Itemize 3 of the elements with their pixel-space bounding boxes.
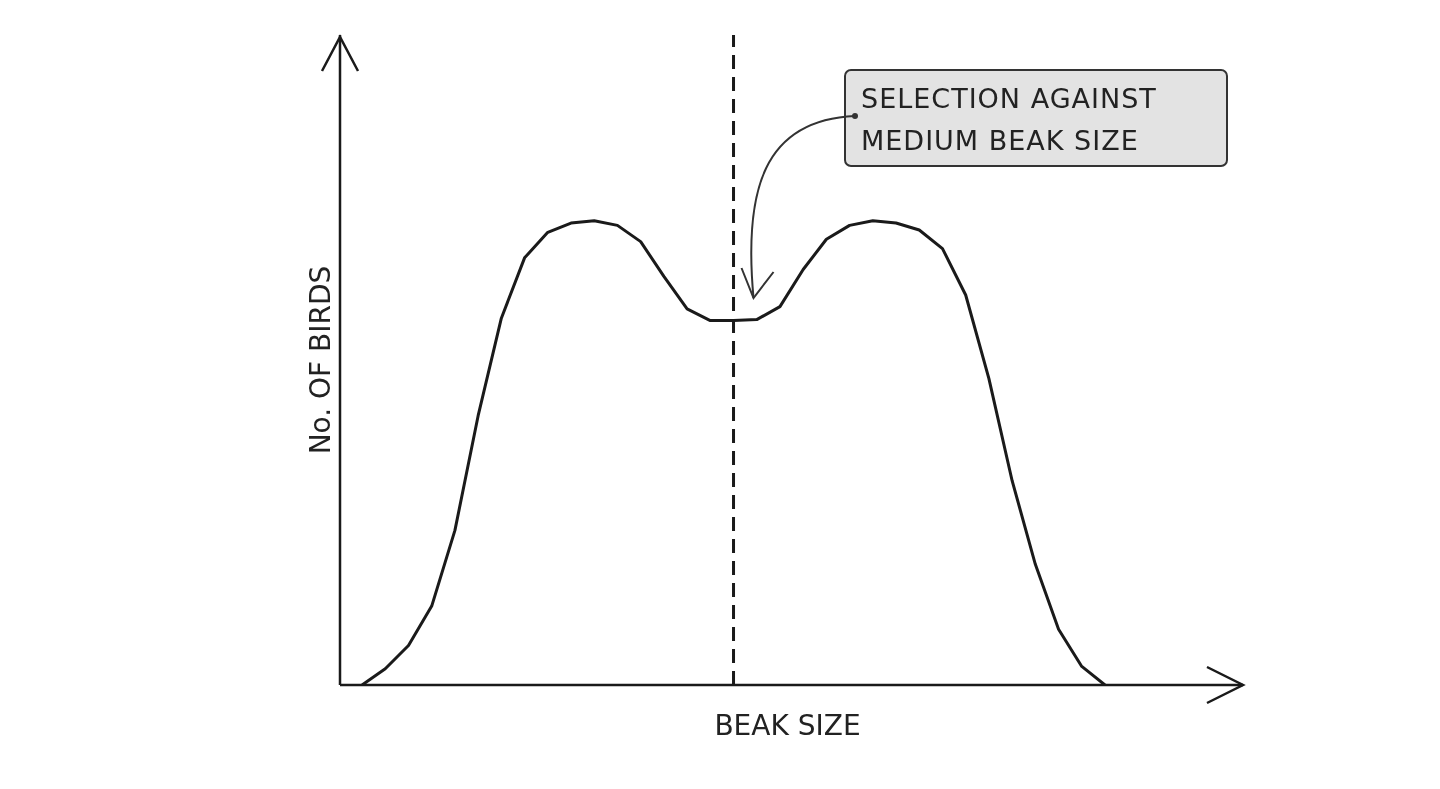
- x-axis-title: BEAK SIZE: [714, 709, 861, 742]
- y-axis-title: No. OF BIRDS: [303, 265, 337, 455]
- text: SELECTION AGAINST MEDIUM BEAK SIZE: [861, 83, 1157, 156]
